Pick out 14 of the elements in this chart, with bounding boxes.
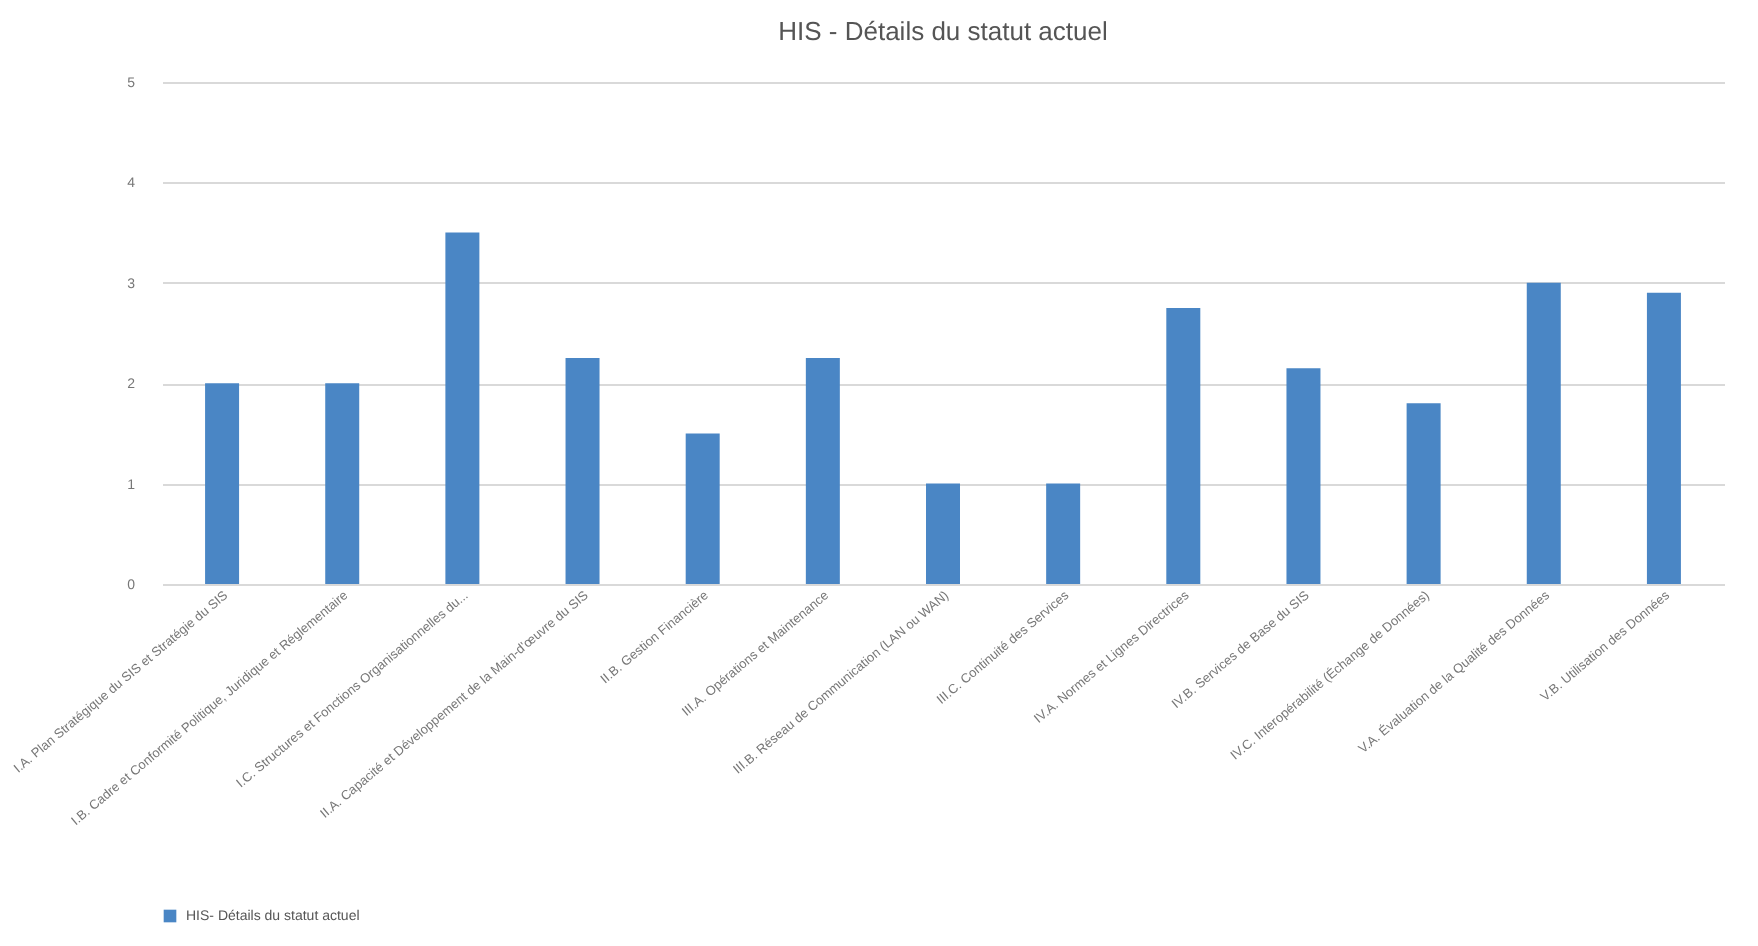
bar <box>685 433 720 584</box>
bar <box>325 383 360 584</box>
bar <box>805 358 840 584</box>
chart-title: HIS - Détails du statut actuel <box>778 16 1108 46</box>
bar <box>926 483 960 584</box>
bar <box>445 232 480 584</box>
bar <box>1406 403 1441 584</box>
bar <box>1286 368 1321 584</box>
bar <box>205 383 240 584</box>
bar <box>1646 292 1681 584</box>
bar <box>565 358 600 584</box>
bar <box>1526 282 1561 584</box>
bar <box>1166 307 1201 584</box>
bar <box>1046 483 1081 584</box>
